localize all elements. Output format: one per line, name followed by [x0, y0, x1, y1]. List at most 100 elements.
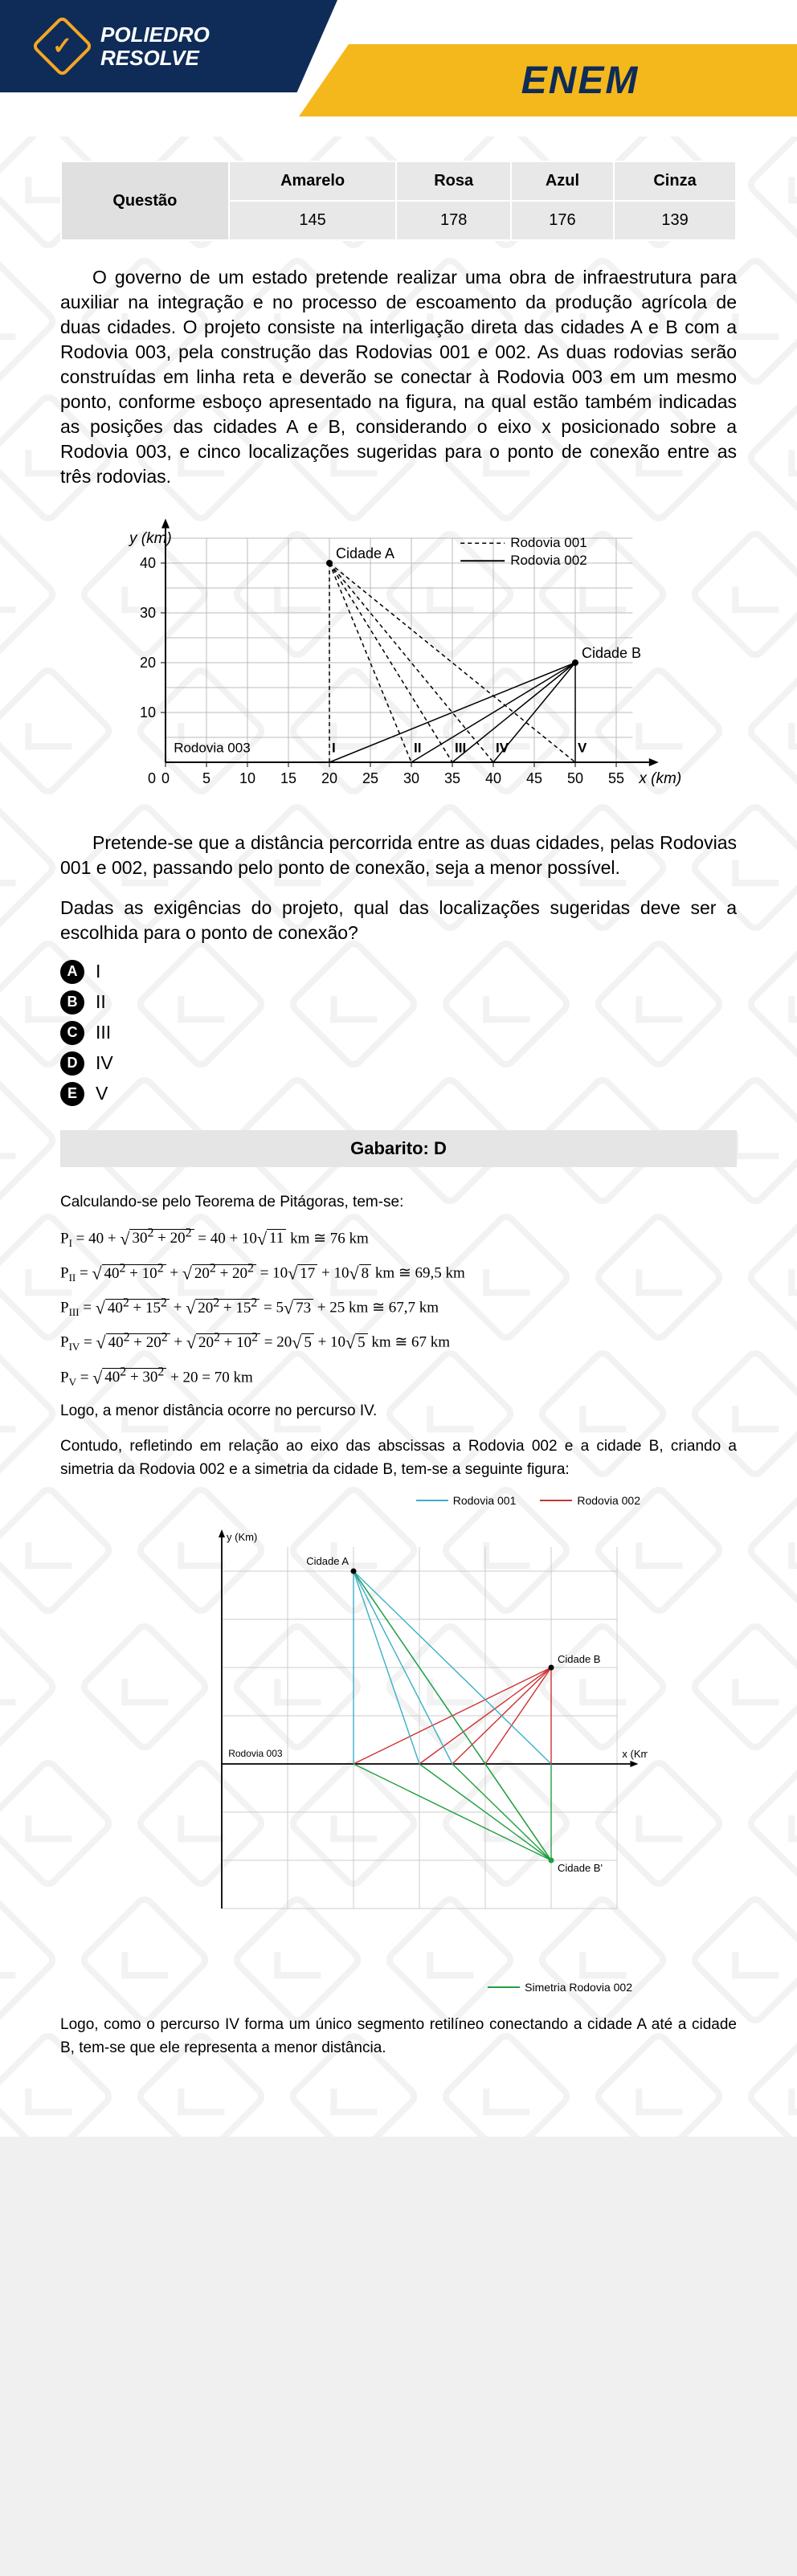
- table-cell: 139: [614, 201, 736, 240]
- svg-text:IV: IV: [496, 741, 509, 756]
- logo-line1: POLIEDRO: [100, 22, 210, 47]
- question-number-table: Questão Amarelo Rosa Azul Cinza 145 178 …: [60, 161, 737, 241]
- svg-text:Rodovia 002: Rodovia 002: [510, 553, 587, 569]
- option-badge: C: [60, 1021, 84, 1045]
- figure-2-wrap: y (Km) x (Km) Rodovia 003 Cidade A Cidade B C…: [60, 1523, 737, 1973]
- svg-text:y (km): y (km): [128, 531, 172, 548]
- svg-text:Cidade A: Cidade A: [336, 545, 394, 561]
- legend-item: Rodovia 002: [540, 1494, 640, 1507]
- logo-text: POLIEDRO RESOLVE: [100, 23, 210, 69]
- formula-line: PIV = √402 + 202 + √202 + 102 = 20√5 + 1…: [60, 1330, 737, 1353]
- option-badge: B: [60, 990, 84, 1014]
- option-badge: A: [60, 960, 84, 984]
- svg-text:Cidade B: Cidade B: [558, 1653, 600, 1665]
- option-text: IV: [96, 1052, 113, 1074]
- table-col-header: Rosa: [396, 161, 510, 201]
- svg-text:15: 15: [280, 770, 296, 786]
- solution-intro: Calculando-se pelo Teorema de Pitágoras,…: [60, 1191, 737, 1215]
- formula-line: PV = √402 + 302 + 20 = 70 km: [60, 1366, 737, 1389]
- option-badge: E: [60, 1082, 84, 1106]
- svg-text:Cidade B': Cidade B': [558, 1862, 603, 1874]
- solution-conclusion2: Logo, como o percurso IV forma um único …: [60, 2014, 737, 2060]
- svg-text:20: 20: [321, 770, 337, 786]
- svg-text:Cidade A: Cidade A: [306, 1555, 349, 1567]
- solution-reflection: Contudo, refletindo em relação ao eixo d…: [60, 1435, 737, 1481]
- svg-text:x (Km): x (Km): [622, 1748, 648, 1760]
- svg-text:10: 10: [140, 704, 156, 721]
- option-row: C III: [60, 1021, 737, 1045]
- svg-text:Rodovia 003: Rodovia 003: [174, 741, 250, 756]
- svg-text:30: 30: [140, 605, 156, 621]
- svg-text:Rodovia 003: Rodovia 003: [228, 1748, 283, 1759]
- table-rowhead: Questão: [61, 161, 229, 240]
- legend-item: Simetria Rodovia 002: [488, 1981, 632, 1994]
- svg-text:10: 10: [239, 770, 255, 786]
- svg-text:40: 40: [140, 555, 156, 571]
- option-row: A I: [60, 960, 737, 984]
- option-text: II: [96, 991, 106, 1013]
- logo-line2: RESOLVE: [100, 46, 199, 70]
- figure2-legend-bottom: Simetria Rodovia 002: [60, 1981, 737, 1994]
- table-col-header: Azul: [511, 161, 614, 201]
- svg-text:III: III: [455, 741, 466, 756]
- answer-key-bar: Gabarito: D: [60, 1130, 737, 1167]
- legend-swatch: [416, 1500, 448, 1501]
- legend-swatch: [540, 1500, 572, 1501]
- formula-line: PI = 40 + √302 + 202 = 40 + 10√11 km ≅ 7…: [60, 1227, 737, 1250]
- legend-label: Rodovia 001: [453, 1494, 517, 1507]
- page: ✓ POLIEDRO RESOLVE ENEM Questão Amarelo …: [0, 0, 797, 2137]
- option-row: D IV: [60, 1051, 737, 1076]
- table-col-header: Cinza: [614, 161, 736, 201]
- option-badge: D: [60, 1051, 84, 1076]
- svg-text:0: 0: [161, 770, 170, 786]
- table-cell: 178: [396, 201, 510, 240]
- svg-text:25: 25: [362, 770, 378, 786]
- table-cell: 145: [229, 201, 397, 240]
- svg-text:30: 30: [403, 770, 419, 786]
- paragraph-1: O governo de um estado pretende realizar…: [60, 265, 737, 489]
- svg-text:I: I: [332, 741, 336, 756]
- figure-1-chart: 0 5 10 15 20 25 30 35 40 45 50 55 10 20 30 40 0 y (km) x (…: [109, 505, 688, 810]
- legend-label: Rodovia 002: [577, 1494, 640, 1507]
- logo-check-icon: ✓: [31, 15, 94, 78]
- formula-block: PI = 40 + √302 + 202 = 40 + 10√11 km ≅ 7…: [60, 1227, 737, 1389]
- solution-conclusion1: Logo, a menor distância ocorre no percur…: [60, 1400, 737, 1423]
- svg-text:V: V: [578, 741, 587, 756]
- option-text: I: [96, 961, 100, 982]
- table-col-header: Amarelo: [229, 161, 397, 201]
- svg-text:50: 50: [567, 770, 583, 786]
- figure2-legend-top: Rodovia 001 Rodovia 002: [60, 1494, 737, 1507]
- content-area: Questão Amarelo Rosa Azul Cinza 145 178 …: [0, 120, 797, 2088]
- option-row: E V: [60, 1082, 737, 1106]
- option-text: III: [96, 1022, 111, 1043]
- option-text: V: [96, 1083, 108, 1104]
- svg-text:35: 35: [444, 770, 460, 786]
- check-mark-icon: ✓: [52, 32, 72, 60]
- legend-item: Rodovia 001: [416, 1494, 517, 1507]
- legend-swatch: [488, 1986, 520, 1988]
- svg-text:45: 45: [526, 770, 542, 786]
- svg-text:55: 55: [608, 770, 624, 786]
- legend-label: Simetria Rodovia 002: [525, 1981, 632, 1994]
- svg-text:II: II: [414, 741, 421, 756]
- paragraph-2: Pretende-se que a distância percorrida e…: [60, 831, 737, 880]
- svg-text:Cidade B: Cidade B: [582, 645, 641, 661]
- svg-text:20: 20: [140, 655, 156, 671]
- header-blue-band: ✓ POLIEDRO RESOLVE: [0, 0, 337, 92]
- svg-text:Rodovia 001: Rodovia 001: [510, 536, 587, 551]
- table-cell: 176: [511, 201, 614, 240]
- svg-text:y (Km): y (Km): [227, 1531, 257, 1543]
- header-yellow-band: ENEM: [299, 44, 797, 116]
- paragraph-3: Dadas as exigências do projeto, qual das…: [60, 896, 737, 945]
- figure-2-chart: y (Km) x (Km) Rodovia 003 Cidade A Cidade B C…: [149, 1523, 648, 1973]
- formula-line: PII = √402 + 102 + √202 + 202 = 10√17 + …: [60, 1261, 737, 1284]
- answer-options: A I B II C III D IV E V: [60, 960, 737, 1106]
- svg-text:5: 5: [202, 770, 210, 786]
- option-row: B II: [60, 990, 737, 1014]
- svg-text:x (km): x (km): [638, 770, 681, 787]
- svg-text:0: 0: [148, 770, 156, 786]
- formula-line: PIII = √402 + 152 + √202 + 152 = 5√73 + …: [60, 1296, 737, 1319]
- enem-title: ENEM: [521, 59, 640, 103]
- page-header: ✓ POLIEDRO RESOLVE ENEM: [0, 0, 797, 120]
- svg-text:40: 40: [485, 770, 501, 786]
